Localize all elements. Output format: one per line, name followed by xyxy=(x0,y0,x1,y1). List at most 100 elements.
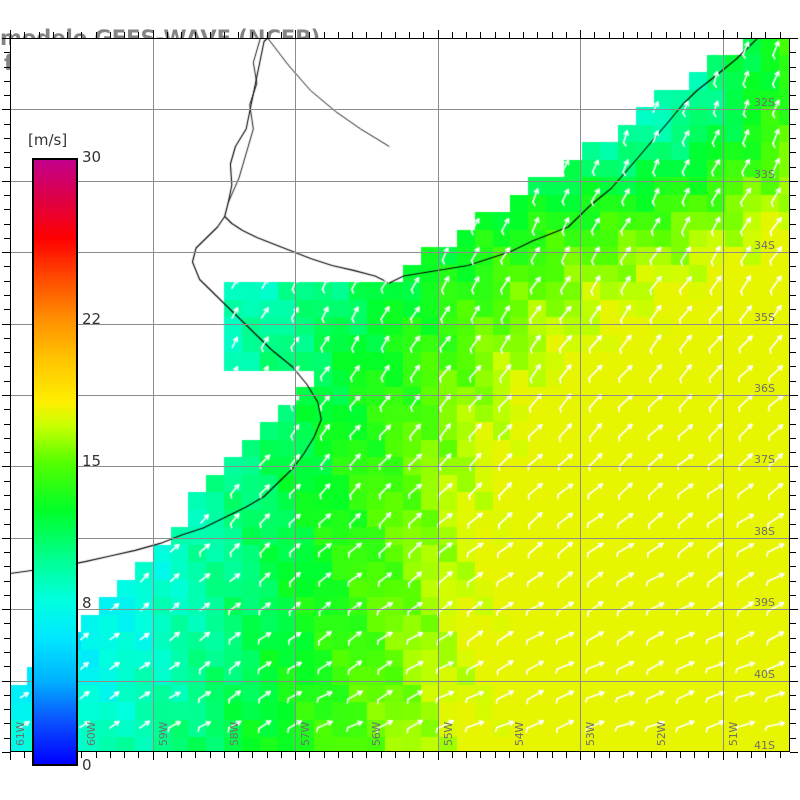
axis-tick xyxy=(708,752,709,758)
axis-tick xyxy=(694,752,695,758)
latitude-label: 38S xyxy=(754,525,775,538)
longitude-label: 51W xyxy=(727,722,740,746)
axis-tick xyxy=(81,752,82,758)
axis-tick xyxy=(452,32,453,38)
axis-tick xyxy=(509,752,510,758)
axis-tick xyxy=(352,32,353,38)
axis-tick xyxy=(281,752,282,758)
axis-tick xyxy=(4,95,10,96)
longitude-label: 57W xyxy=(299,722,312,746)
axis-tick xyxy=(4,352,10,353)
axis-tick xyxy=(4,666,10,667)
axis-tick xyxy=(790,409,796,410)
axis-tick xyxy=(110,752,111,758)
axis-tick xyxy=(295,30,296,38)
axis-tick xyxy=(790,509,796,510)
axis-tick xyxy=(124,32,125,38)
gridline-horizontal xyxy=(10,466,790,467)
axis-tick xyxy=(10,752,11,760)
axis-tick xyxy=(352,752,353,758)
axis-tick xyxy=(509,32,510,38)
axis-tick xyxy=(566,32,567,38)
axis-tick xyxy=(623,752,624,758)
axis-tick xyxy=(609,32,610,38)
axis-tick xyxy=(2,538,10,539)
axis-tick xyxy=(790,324,798,325)
axis-tick xyxy=(495,32,496,38)
axis-tick xyxy=(4,138,10,139)
axis-tick xyxy=(381,32,382,38)
axis-tick xyxy=(181,752,182,758)
axis-tick xyxy=(609,752,610,758)
axis-tick xyxy=(480,32,481,38)
axis-tick xyxy=(438,752,439,760)
axis-tick xyxy=(790,238,796,239)
axis-tick xyxy=(4,452,10,453)
axis-tick xyxy=(790,38,798,39)
axis-tick xyxy=(238,752,239,758)
axis-tick xyxy=(790,95,796,96)
axis-tick xyxy=(790,466,798,467)
axis-tick xyxy=(238,32,239,38)
colorbar-label: 0 xyxy=(82,756,92,774)
axis-tick xyxy=(438,30,439,38)
axis-tick xyxy=(790,266,796,267)
axis-tick xyxy=(790,295,796,296)
axis-tick xyxy=(680,32,681,38)
axis-tick xyxy=(580,752,581,760)
axis-tick xyxy=(790,566,796,567)
axis-tick xyxy=(324,752,325,758)
axis-tick xyxy=(267,752,268,758)
map-gridlines xyxy=(10,38,790,752)
axis-tick xyxy=(680,752,681,758)
axis-tick xyxy=(523,752,524,758)
axis-tick xyxy=(252,32,253,38)
axis-tick xyxy=(281,32,282,38)
gridline-horizontal xyxy=(10,324,790,325)
axis-tick xyxy=(4,524,10,525)
axis-tick xyxy=(4,738,10,739)
axis-tick xyxy=(2,395,10,396)
axis-tick xyxy=(790,495,796,496)
axis-tick xyxy=(790,152,796,153)
axis-tick xyxy=(790,109,798,110)
axis-tick xyxy=(381,752,382,758)
axis-tick xyxy=(2,109,10,110)
axis-tick xyxy=(4,195,10,196)
axis-tick xyxy=(4,566,10,567)
latitude-label: 32S xyxy=(754,96,775,109)
axis-tick xyxy=(790,181,798,182)
axis-tick xyxy=(790,138,796,139)
axis-tick xyxy=(366,32,367,38)
colorbar-label: 15 xyxy=(82,452,102,470)
axis-tick xyxy=(4,638,10,639)
colorbar-label: 8 xyxy=(82,593,92,612)
axis-tick xyxy=(224,752,225,758)
axis-tick xyxy=(167,32,168,38)
axis-tick xyxy=(2,681,10,682)
axis-tick xyxy=(4,481,10,482)
axis-tick xyxy=(4,424,10,425)
longitude-label: 54W xyxy=(513,722,526,746)
axis-tick xyxy=(4,652,10,653)
latitude-label: 39S xyxy=(754,596,775,609)
axis-tick xyxy=(252,752,253,758)
axis-tick xyxy=(423,752,424,758)
axis-tick xyxy=(10,30,11,38)
latitude-label: 35S xyxy=(754,311,775,324)
axis-tick xyxy=(4,495,10,496)
latitude-labels: 32S 33S 34S 35S 36S 37S 38S 39S 40S 41S xyxy=(10,38,790,752)
axis-tick xyxy=(780,32,781,38)
axis-tick xyxy=(4,238,10,239)
axis-tick xyxy=(4,723,10,724)
axis-tick xyxy=(765,32,766,38)
axis-tick xyxy=(4,266,10,267)
latitude-label: 37S xyxy=(754,453,775,466)
axis-tick xyxy=(153,752,154,760)
axis-tick xyxy=(4,338,10,339)
axis-tick xyxy=(4,281,10,282)
axis-tick xyxy=(666,32,667,38)
colorbar-label: 22 xyxy=(82,310,102,329)
axis-tick xyxy=(81,32,82,38)
axis-tick xyxy=(4,224,10,225)
